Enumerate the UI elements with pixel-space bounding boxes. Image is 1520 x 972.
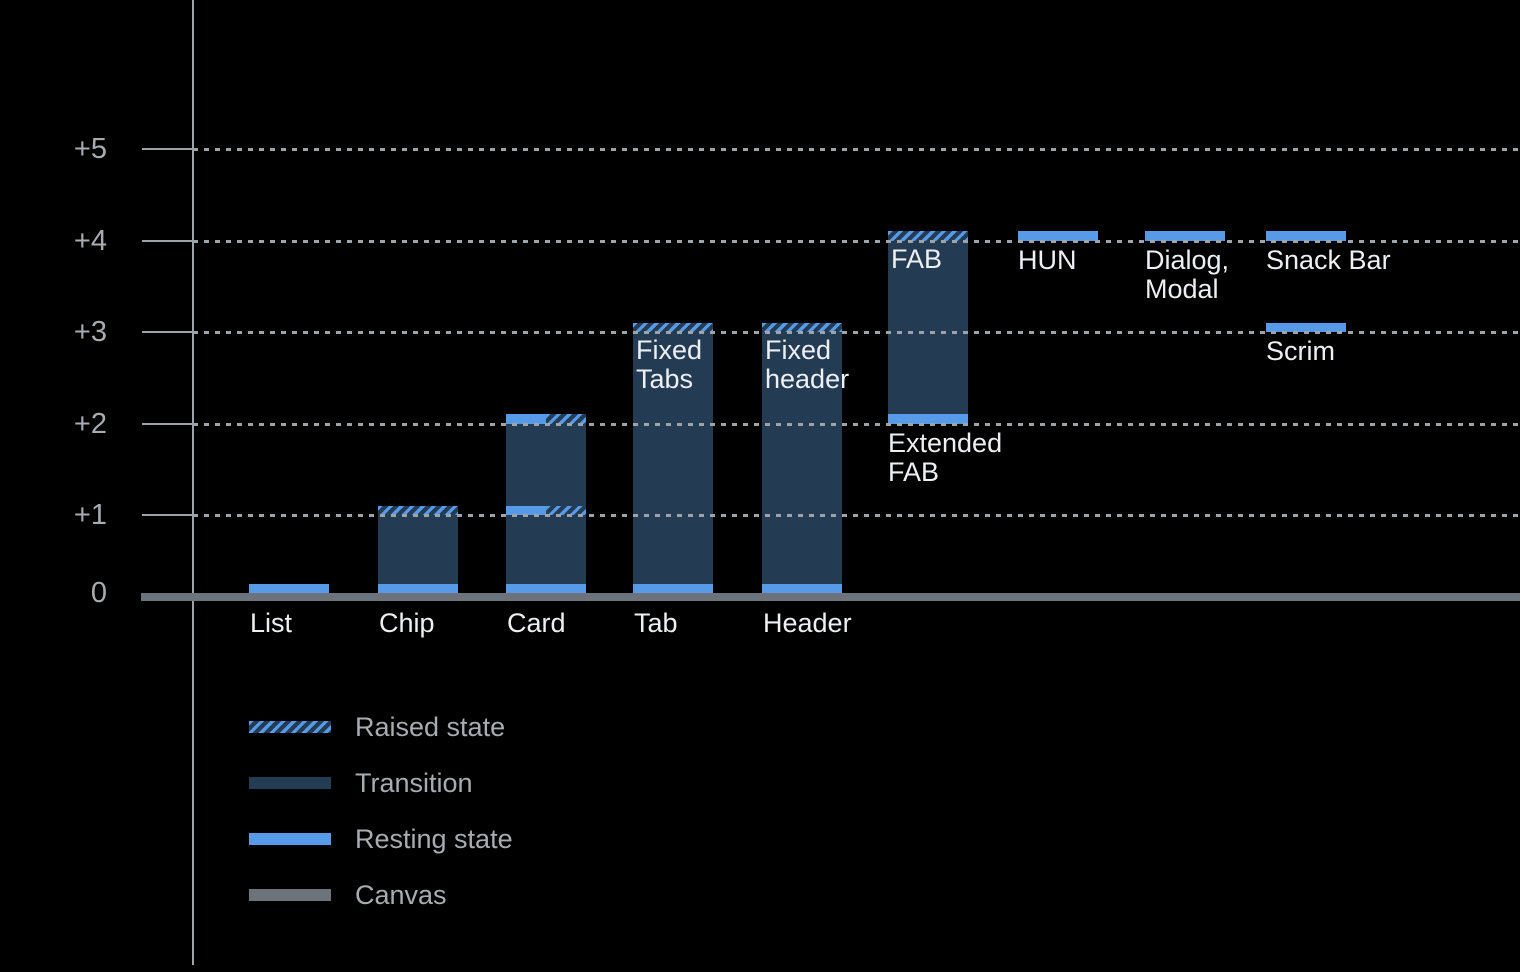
bar-hun-below-label: HUN xyxy=(1018,244,1077,275)
bar-card-resting-band xyxy=(506,505,546,515)
bar-tab-top-label: Fixed Tabs xyxy=(636,335,703,394)
bar-scrim-resting-band xyxy=(1266,322,1346,332)
bar-chip-resting-band xyxy=(378,583,458,593)
bar-header-top-label: Fixed header xyxy=(765,335,850,394)
tick-label-+1: +1 xyxy=(73,499,107,531)
bar-hun-resting-band xyxy=(1018,231,1098,241)
bar-card-resting-band xyxy=(506,583,586,593)
bar-scrim-below-label: Scrim xyxy=(1266,336,1335,366)
tick-label-+5: +5 xyxy=(73,133,107,165)
legend-label-transition: Transition xyxy=(355,768,473,798)
bar-extended-fab-top-label: FAB xyxy=(891,243,943,274)
bar-chip-transition xyxy=(378,515,458,593)
tick-+2 xyxy=(142,422,193,425)
legend-label-raised: Raised state xyxy=(355,712,506,742)
legend-label-resting: Resting state xyxy=(355,824,513,854)
bar-extended-fab-below-label: Extended FAB xyxy=(888,427,1003,487)
gridline-+4 xyxy=(193,239,1520,243)
legend-label-canvas: Canvas xyxy=(355,880,447,910)
bar-header-raised-band xyxy=(762,322,842,332)
bar-snack-bar-resting-band xyxy=(1266,231,1346,241)
tick-+3 xyxy=(142,331,193,333)
bar-tab-resting-band xyxy=(633,583,713,593)
legend-swatch-raised xyxy=(249,721,331,733)
tick-label-+2: +2 xyxy=(73,407,107,440)
legend-swatch-transition xyxy=(249,777,331,789)
gridline-+3 xyxy=(193,331,1520,334)
bar-card-axis-label: Card xyxy=(507,608,566,638)
bar-list-resting-band xyxy=(249,583,329,593)
bar-extended-fab-resting-band xyxy=(888,414,968,424)
bar-extended-fab-raised-band xyxy=(888,231,968,241)
tick-+1 xyxy=(142,514,193,516)
bar-card-raised-band xyxy=(546,414,586,424)
bar-header-transition xyxy=(762,332,842,593)
bar-chip-axis-label: Chip xyxy=(379,608,435,638)
gridline-+5 xyxy=(193,148,1520,151)
canvas-baseline xyxy=(141,593,1520,601)
legend-swatch-canvas xyxy=(249,889,331,901)
tick-+5 xyxy=(142,148,193,150)
bar-snack-bar-below-label: Snack Bar xyxy=(1266,244,1391,275)
bar-tab-transition xyxy=(633,332,713,593)
bar-header-resting-band xyxy=(762,583,842,593)
bar-tab-axis-label: Tab xyxy=(634,608,678,638)
y-axis-line xyxy=(192,0,194,965)
bar-dialog-modal-below-label: Dialog, Modal xyxy=(1145,244,1230,304)
legend-swatch-resting xyxy=(249,833,331,845)
tick-+4 xyxy=(142,239,193,242)
tick-label-+4: +4 xyxy=(73,224,107,257)
bar-chip-raised-band xyxy=(378,505,458,515)
tick-label-0: 0 xyxy=(90,577,107,609)
bar-dialog-modal-resting-band xyxy=(1145,231,1225,241)
bar-card-resting-band xyxy=(506,414,546,424)
gridline-+2 xyxy=(193,422,1520,426)
bar-list-axis-label: List xyxy=(250,608,293,638)
tick-label-+3: +3 xyxy=(73,316,107,348)
gridline-+1 xyxy=(193,514,1520,517)
bar-header-axis-label: Header xyxy=(763,608,852,638)
bar-card-raised-band xyxy=(546,505,586,515)
bar-tab-raised-band xyxy=(633,322,713,332)
